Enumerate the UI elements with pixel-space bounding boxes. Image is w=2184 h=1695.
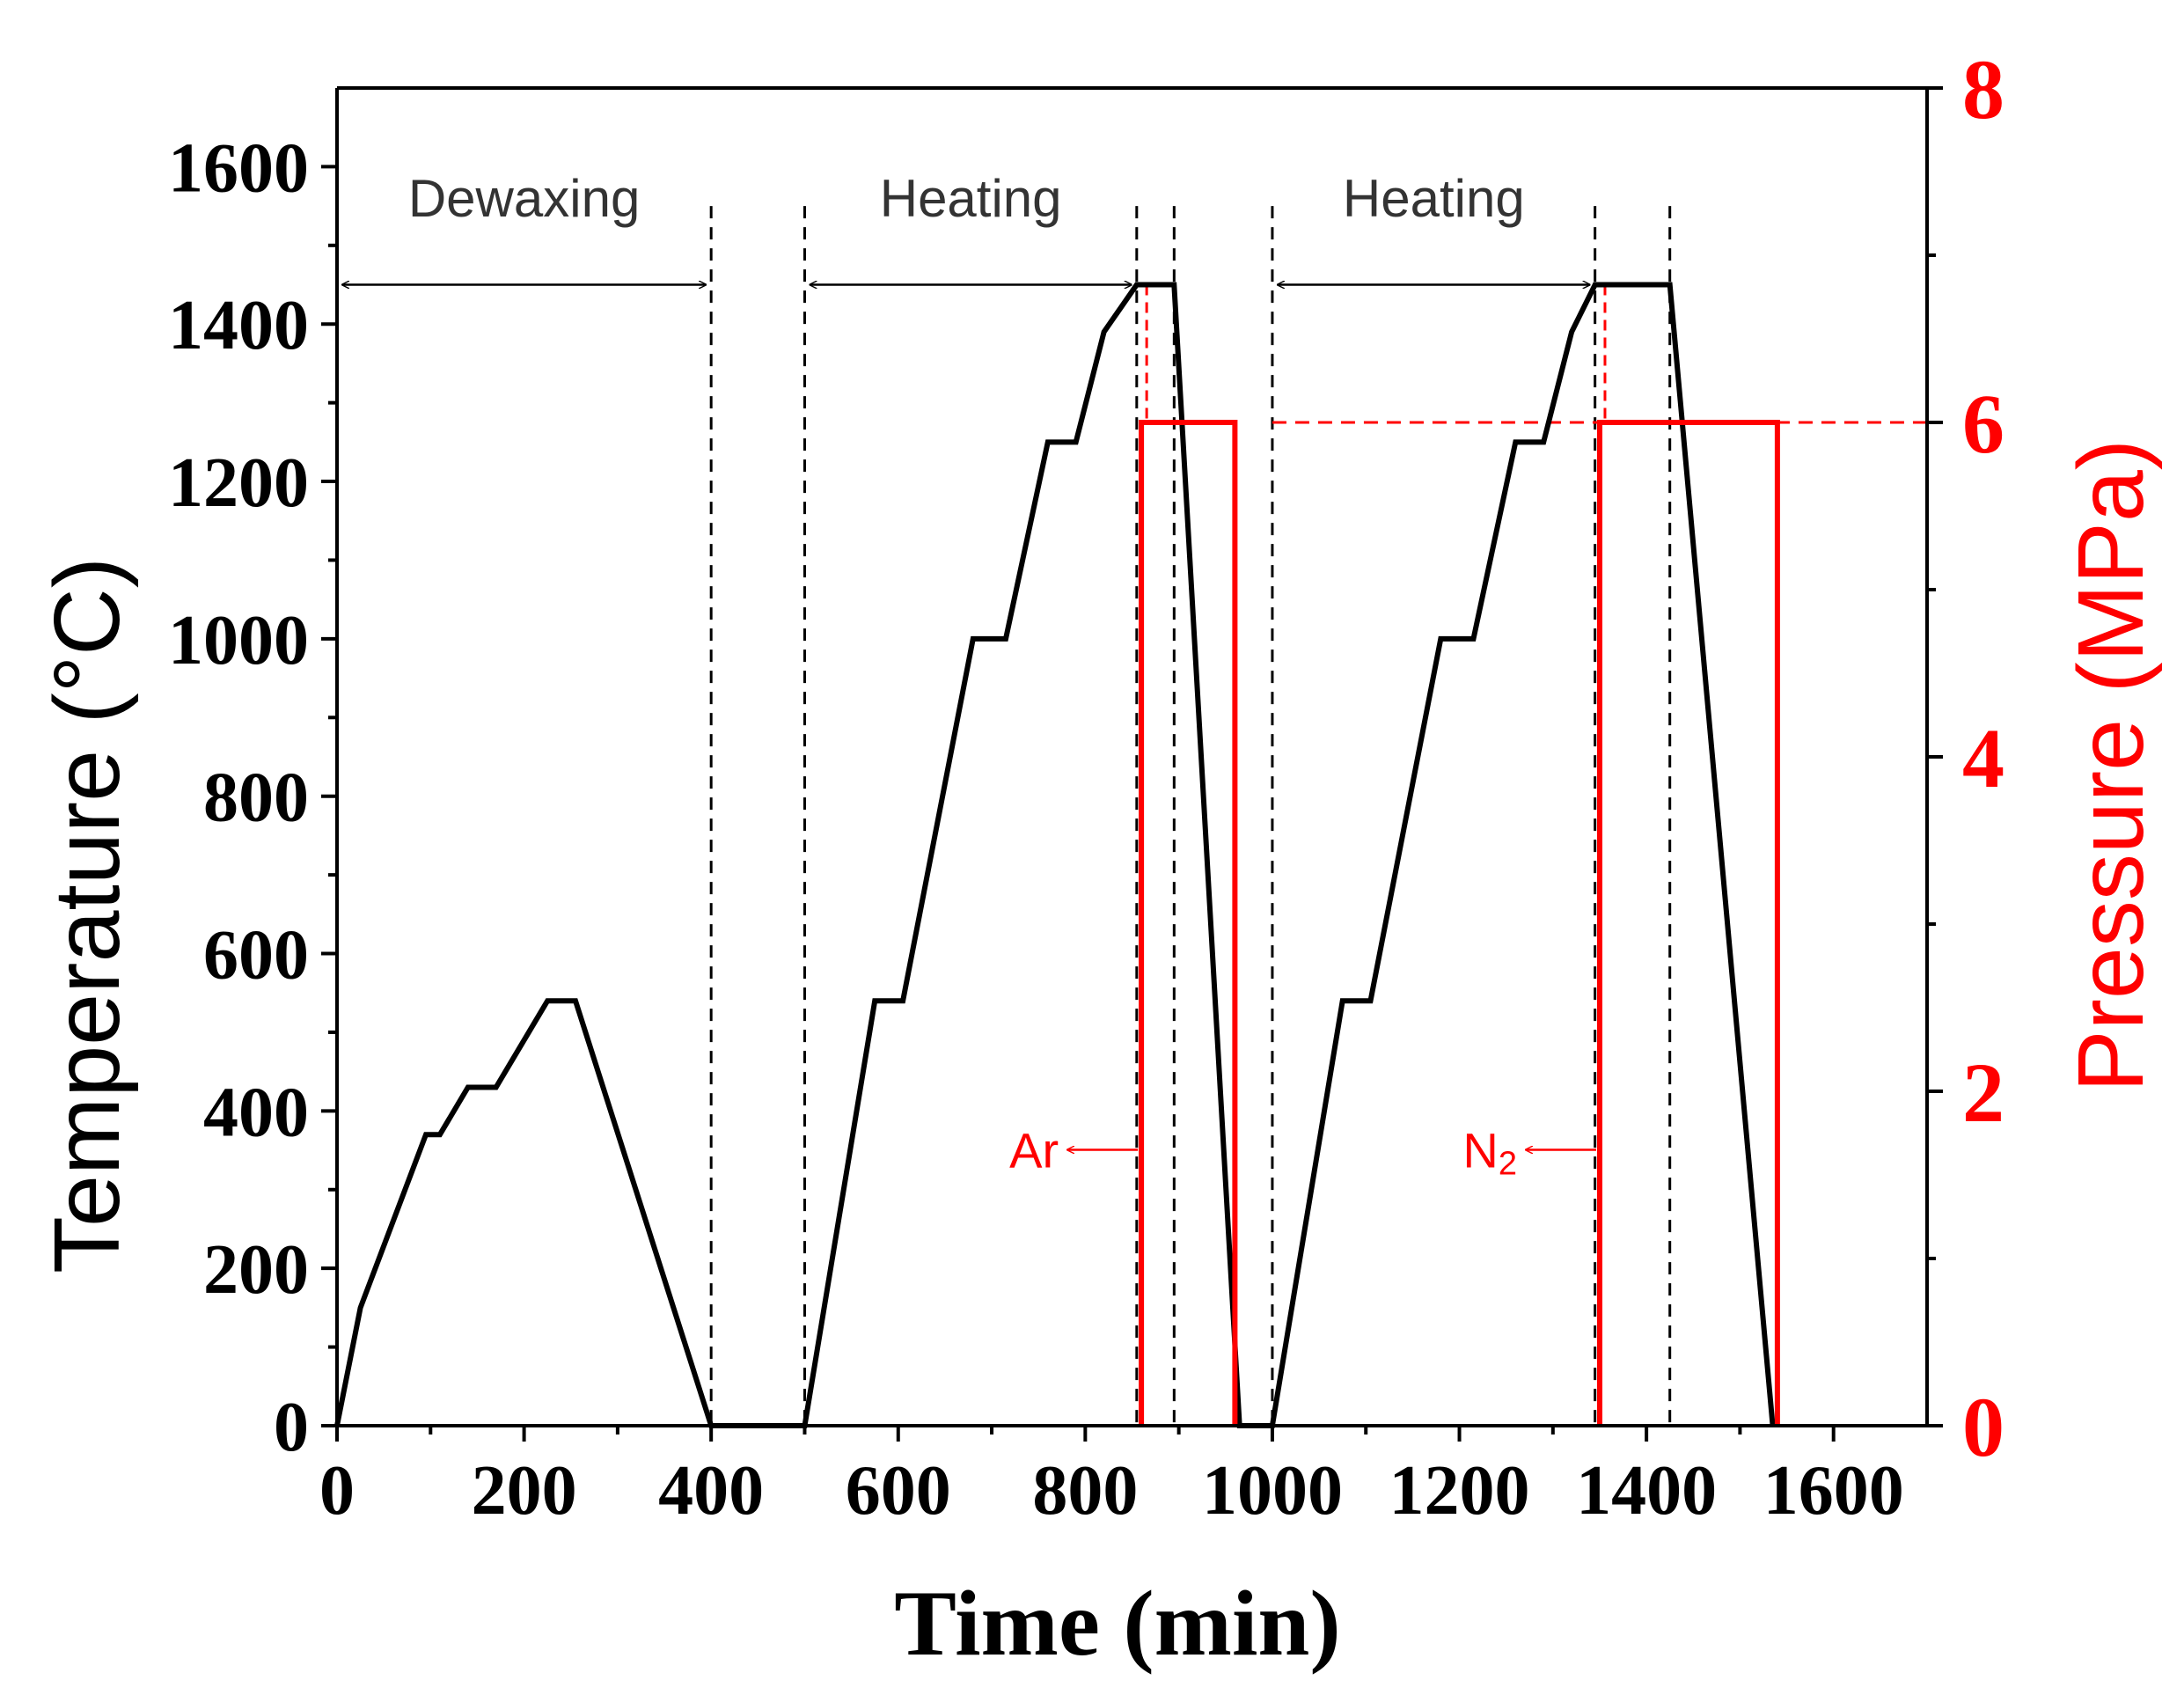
gas-label: N2 (1462, 1123, 1517, 1183)
region-label: Heating (880, 169, 1062, 228)
y2-tick-label: 2 (1962, 1046, 2004, 1140)
plot-area (334, 206, 1927, 1428)
y2-tick-label: 0 (1962, 1380, 2004, 1474)
gas-label-text: N (1462, 1123, 1498, 1178)
x-tick-label: 1000 (1202, 1452, 1343, 1530)
x-tick-label: 1600 (1763, 1452, 1904, 1530)
y-tick-label: 1200 (168, 444, 309, 522)
y-axis-title: Temperature (°C) (35, 557, 139, 1273)
pressure-series-line (1139, 420, 1238, 1426)
y-tick-label: 200 (203, 1231, 309, 1309)
x-tick-label: 0 (319, 1452, 355, 1530)
gas-label-subscript: 2 (1499, 1146, 1517, 1183)
pressure-series-line (1597, 420, 1780, 1426)
y-tick-label: 600 (203, 917, 309, 994)
y-tick-label: 800 (203, 759, 309, 837)
x-tick-label: 800 (1032, 1452, 1138, 1530)
x-tick-label: 1400 (1576, 1452, 1717, 1530)
y2-tick-label: 6 (1962, 377, 2004, 471)
y-tick-label: 1600 (168, 129, 309, 207)
x-tick-label: 1200 (1389, 1452, 1530, 1530)
region-label: Heating (1343, 169, 1525, 228)
temperature-series-line (334, 282, 1776, 1428)
x-axis-title: Time (min) (894, 1572, 1340, 1675)
x-tick-label: 600 (846, 1452, 951, 1530)
gas-label: Ar (1009, 1123, 1059, 1178)
y2-tick-label: 4 (1962, 711, 2004, 805)
y2-axis-title: Pressure (MPa) (2059, 439, 2163, 1092)
y-tick-label: 0 (274, 1389, 309, 1466)
gas-label-text: Ar (1009, 1123, 1059, 1178)
x-tick-label: 200 (472, 1452, 577, 1530)
y2-tick-label: 8 (1962, 42, 2004, 136)
y-tick-label: 1000 (168, 602, 309, 679)
axes: 0 200 400 600 800 1000 1200 1400 1600 0 200 400 600 8… (168, 42, 2004, 1530)
annotations: Dewaxing Heating Heating Ar N2 (342, 169, 1596, 1183)
y-tick-label: 1400 (168, 287, 309, 364)
y-tick-label: 400 (203, 1074, 309, 1151)
x-tick-label: 400 (658, 1452, 764, 1530)
region-label: Dewaxing (408, 169, 640, 228)
